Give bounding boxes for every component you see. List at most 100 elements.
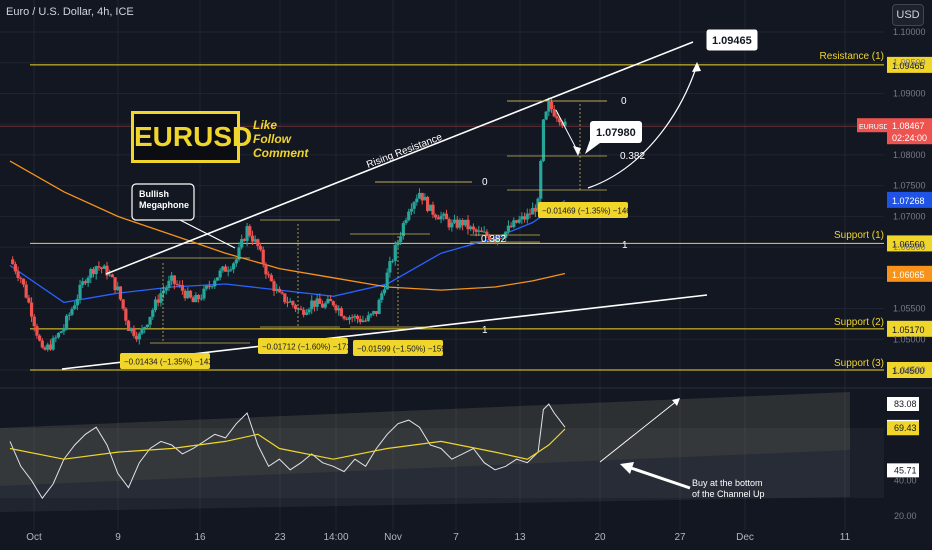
rsi-up-arrow-head [672, 398, 680, 406]
candle [310, 300, 314, 310]
target-box [705, 28, 759, 52]
candle [329, 298, 333, 302]
candle [194, 295, 198, 303]
candle [339, 308, 343, 317]
candle [452, 219, 457, 223]
level-badge-1 [887, 56, 932, 73]
candle [522, 216, 527, 220]
candle [299, 308, 303, 310]
x-tick-label: 9 [115, 532, 121, 543]
candle [490, 239, 494, 241]
candle [221, 266, 225, 271]
candle [439, 215, 443, 220]
candle [409, 208, 414, 212]
candle [401, 223, 405, 237]
cta-follow[interactable]: Follow [253, 132, 291, 146]
cta-like[interactable]: Like [253, 118, 278, 132]
candle [293, 305, 298, 310]
candle [167, 280, 171, 288]
candle [11, 259, 15, 265]
eurusd-logo-box: EURUSD [131, 111, 252, 163]
target-arc-arrow [587, 67, 697, 189]
candle [455, 219, 459, 228]
x-tick-label: Dec [736, 532, 754, 543]
down-arrow [555, 109, 579, 153]
candle [501, 237, 505, 239]
candle [539, 160, 543, 199]
candle [164, 287, 168, 291]
candle [38, 335, 42, 341]
x-tick-label: Nov [384, 532, 402, 543]
symbol-tag-text: EURUSD [859, 124, 889, 131]
candle [215, 277, 220, 281]
candle [498, 238, 502, 240]
candle [35, 326, 39, 336]
candle [51, 338, 55, 350]
candle [242, 239, 246, 241]
candle [393, 244, 397, 261]
candle [108, 274, 112, 276]
candle [245, 226, 249, 241]
level-label-3: Support (2) [834, 317, 884, 328]
candle [331, 301, 335, 306]
rsi-tick-label: 40.00 [894, 475, 917, 485]
candle [558, 118, 562, 123]
candle [159, 293, 163, 303]
measure-badge-1 [120, 353, 210, 369]
rsi-band [0, 428, 884, 498]
candle [479, 230, 484, 232]
candle [153, 299, 158, 310]
megaphone-callout-pointer [179, 219, 236, 249]
candle [59, 331, 63, 333]
y-tick-label: 1.09000 [893, 88, 926, 98]
megaphone-label: Bullish Megaphone [139, 189, 189, 210]
rsi-callout-arrow [627, 465, 691, 490]
cta-comment[interactable]: Comment [253, 146, 309, 160]
candle [407, 211, 411, 221]
candle [444, 213, 449, 220]
mid-box [590, 121, 642, 143]
candle [369, 313, 373, 316]
y-tick-label: 1.05500 [893, 304, 926, 314]
rsi-ma-line [9, 428, 566, 460]
candle [442, 213, 446, 216]
candle [307, 309, 311, 313]
mid-box-text: 1.07980 [596, 127, 636, 139]
price-badge-1 [887, 191, 932, 208]
level-label-1: Resistance (1) [820, 51, 884, 62]
candle [404, 220, 408, 224]
candle [113, 277, 117, 291]
currency-button[interactable]: USD [892, 4, 924, 26]
rsi-badge [887, 421, 919, 436]
candle [552, 109, 556, 117]
candle [145, 324, 150, 328]
candle [32, 316, 36, 327]
x-tick-label: 14:00 [323, 532, 348, 543]
x-tick-label: 13 [514, 532, 526, 543]
candle [342, 316, 346, 319]
candle [388, 261, 392, 273]
price-badge-text-2: 1.06065 [892, 270, 925, 280]
candle [213, 280, 217, 287]
rsi-up-arrow [599, 399, 679, 463]
candle [73, 305, 77, 310]
x-tick-label: Oct [26, 532, 42, 543]
candle [156, 299, 160, 303]
candle [210, 286, 214, 288]
candle [447, 219, 451, 228]
candle [43, 347, 47, 350]
candle [423, 196, 427, 201]
level-badge-text-2: 1.06560 [892, 239, 925, 249]
symbol-tag [857, 118, 887, 133]
candle [288, 301, 292, 303]
candle [412, 202, 416, 209]
candle [560, 122, 564, 126]
candle [285, 302, 290, 304]
candle [304, 312, 308, 315]
candle [514, 220, 519, 223]
candle [544, 111, 548, 120]
candle [256, 239, 260, 247]
candle [326, 298, 330, 304]
candle [377, 299, 381, 315]
